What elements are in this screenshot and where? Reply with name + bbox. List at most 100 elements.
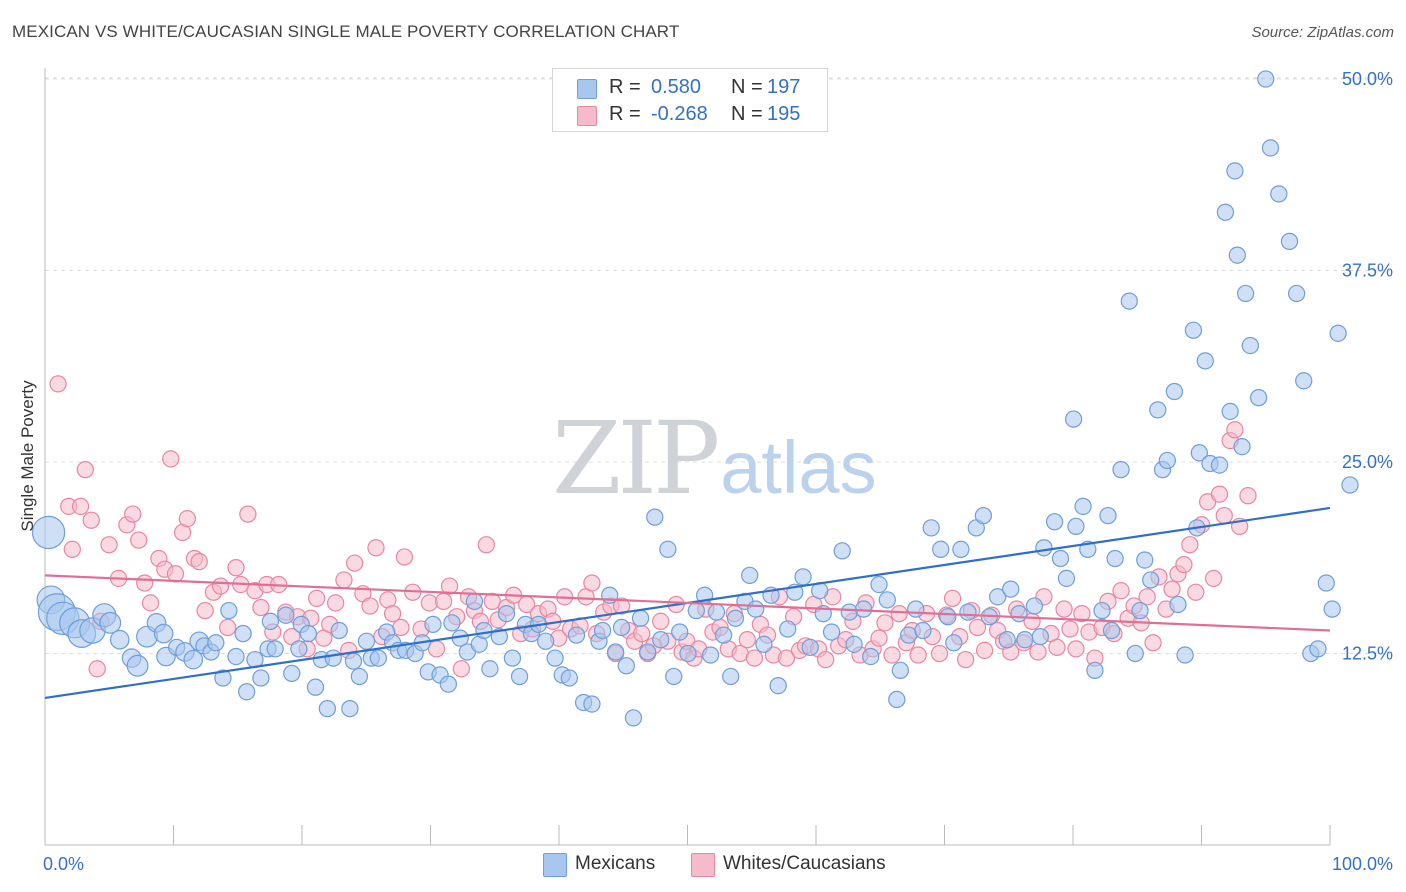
whites-point	[124, 505, 142, 523]
whites-point	[1215, 506, 1233, 525]
whites-point	[361, 597, 379, 615]
mexicans-point	[536, 632, 555, 650]
whites-point	[82, 511, 100, 529]
legend-label: Mexicans	[575, 853, 656, 874]
mexicans-point	[277, 606, 295, 624]
mexicans-point	[707, 603, 726, 621]
r-label: R =	[609, 76, 641, 98]
whites-point	[909, 646, 927, 664]
mexicans-point	[639, 643, 657, 661]
whites-point	[219, 618, 237, 637]
mexicans-point	[560, 669, 579, 687]
whites-point	[383, 605, 402, 623]
mexicans-point	[794, 568, 812, 586]
mexicans-point	[722, 667, 740, 686]
mexicans-point	[1233, 438, 1251, 456]
whites-point	[392, 618, 410, 637]
mexicans-point	[252, 669, 270, 687]
whites-point	[1204, 569, 1223, 588]
whites-point	[816, 650, 835, 669]
mexicans-point	[465, 592, 484, 611]
mexicans-point	[612, 618, 631, 637]
mexicans-point	[497, 605, 516, 623]
mexicans-point	[424, 615, 442, 634]
whites-point	[335, 571, 353, 589]
mexicans-point	[840, 603, 859, 621]
whites-point	[100, 536, 118, 554]
mexicans-point	[755, 635, 773, 653]
mexicans-point	[998, 631, 1016, 649]
whites-point	[190, 552, 208, 571]
mexicans-point	[746, 600, 765, 618]
mexicans-point	[238, 683, 256, 701]
series-mexicans-points	[31, 70, 1359, 727]
mexicans-point	[503, 649, 522, 667]
mexicans-point	[283, 664, 301, 683]
mexicans-point	[109, 629, 130, 650]
whites-point	[162, 450, 180, 468]
mexicans-point	[1169, 595, 1187, 614]
n-label: N =	[731, 76, 763, 98]
mexicans-point	[443, 614, 461, 632]
whites-point	[652, 612, 670, 630]
mexicans-point	[1249, 389, 1268, 407]
mexicans-point	[1221, 402, 1239, 421]
mexicans-point	[1064, 410, 1083, 428]
mexicans-point	[659, 540, 677, 558]
mexicans-point	[344, 652, 363, 670]
mexicans-point	[862, 647, 880, 666]
mexicans-point	[822, 623, 841, 641]
whites-point	[1067, 640, 1085, 658]
mexicans-point	[1045, 513, 1064, 531]
mexicans-point	[989, 588, 1007, 606]
mexicans-point	[665, 667, 683, 686]
whites-point	[1239, 487, 1257, 505]
mexicans-point	[701, 646, 720, 664]
n-value: 197	[767, 76, 801, 98]
mexicans-point	[439, 675, 458, 693]
mexicans-point	[324, 649, 342, 667]
whites-point	[452, 660, 471, 678]
whites-point	[1073, 605, 1091, 623]
mexicans-point	[546, 649, 564, 667]
whites-point	[943, 589, 962, 607]
mexicans-point	[1136, 551, 1154, 569]
mexicans-point	[1057, 569, 1076, 588]
whites-point	[367, 539, 385, 557]
mexicans-point	[769, 677, 787, 695]
mexicans-point	[854, 600, 873, 618]
mexicans-point	[652, 631, 670, 649]
whites-point	[395, 548, 414, 566]
whites-point	[1163, 580, 1181, 598]
whites-point	[777, 649, 796, 667]
whites-point	[975, 641, 994, 660]
whites-point	[76, 461, 94, 479]
whites-point	[483, 592, 501, 611]
mexicans-point	[1216, 203, 1235, 221]
mexicans-point	[959, 603, 977, 621]
whites-point	[968, 618, 987, 637]
whites-point	[420, 594, 439, 612]
y-tick-label: 37.5%	[1342, 261, 1393, 281]
whites-point	[1187, 583, 1205, 601]
mexicans-point	[1241, 336, 1259, 355]
mexicans-point	[567, 626, 586, 644]
whites-point	[178, 510, 197, 528]
mexicans-point	[1317, 574, 1335, 592]
whites-point	[633, 624, 651, 643]
mexicans-point	[1099, 506, 1117, 525]
mexicans-point	[341, 700, 359, 718]
mexicans-point	[870, 575, 888, 594]
mexicans-point	[1074, 497, 1092, 516]
mexicans-point	[1341, 476, 1359, 494]
mexicans-point	[891, 661, 910, 680]
mexicans-point	[1270, 185, 1288, 203]
mexicans-point	[1093, 601, 1111, 620]
whites-point	[1144, 634, 1162, 652]
mexicans-point	[330, 621, 348, 640]
mexicans-point	[1280, 232, 1299, 251]
whites-point	[738, 631, 756, 649]
y-tick-label: 25.0%	[1342, 452, 1393, 472]
whites-point	[1175, 555, 1193, 574]
mexicans-point	[1010, 605, 1028, 623]
